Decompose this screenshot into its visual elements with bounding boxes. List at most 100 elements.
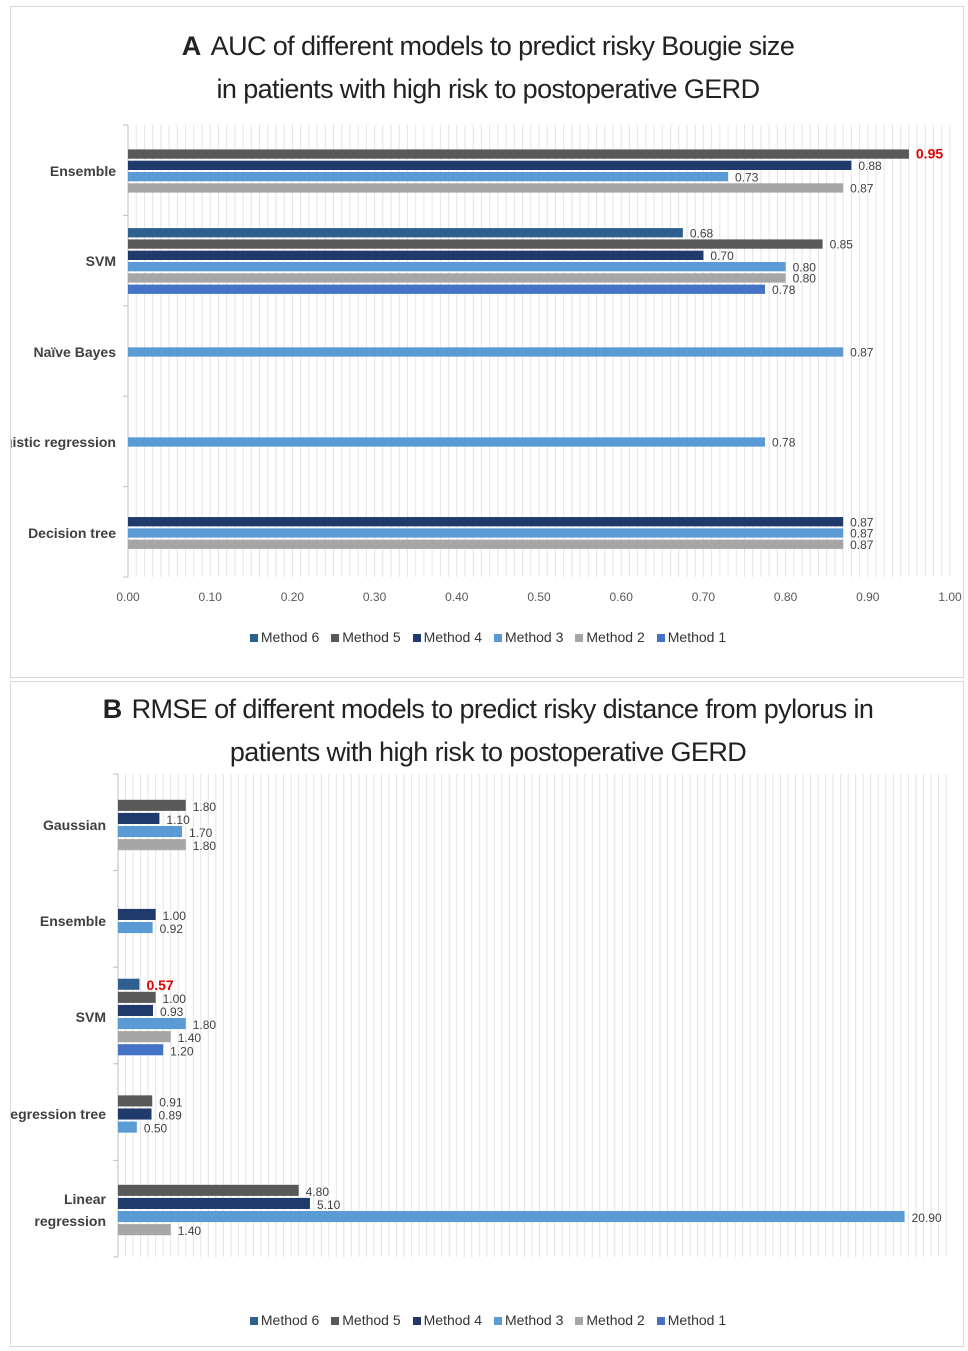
chart-a-data-label: 0.85 (830, 238, 854, 252)
chart-a-data-label: 0.88 (858, 159, 882, 173)
chart-a-legend-label: Method 5 (342, 629, 401, 645)
chart-a-data-label: 0.70 (710, 249, 734, 263)
chart-b-bar (118, 1121, 137, 1133)
chart-b-data-label: 1.10 (166, 813, 190, 827)
chart-panel-a: A AUC of different models to predict risk… (10, 6, 964, 678)
chart-a-title-line2: in patients with high risk to postoperat… (216, 74, 761, 104)
chart-b-data-label: 1.20 (170, 1044, 194, 1058)
chart-a-x-tick-label: 0.70 (692, 590, 716, 604)
chart-a-legend-label: Method 6 (260, 629, 320, 645)
chart-b-data-label: 5.10 (317, 1198, 341, 1212)
chart-a-legend-item: Method 3 (494, 629, 563, 645)
chart-a-title-line1: A AUC of different models to predict risk… (11, 25, 965, 68)
chart-a-x-tick-label: 1.00 (938, 590, 962, 604)
chart-b-bar (118, 826, 182, 838)
chart-a-data-label: 0.68 (690, 226, 714, 240)
chart-b-letter: B (102, 694, 123, 724)
chart-b-category-label: Gaussian (43, 817, 106, 833)
chart-a-x-tick-label: 0.40 (445, 590, 469, 604)
chart-b-legend-item: Method 5 (331, 1312, 401, 1328)
chart-b-data-label: 0.57 (146, 977, 173, 993)
chart-a-data-label: 0.87 (850, 182, 874, 196)
chart-b-data-label: 1.70 (189, 826, 213, 840)
chart-a-category-label: Decision tree (28, 525, 116, 541)
chart-b-data-label: 0.91 (159, 1095, 183, 1109)
chart-a-category-label: SVM (86, 253, 116, 269)
chart-b-data-label: 0.89 (158, 1109, 182, 1123)
chart-b-data-label: 1.80 (193, 839, 217, 853)
chart-a-title-text1: AUC of different models to predict risky… (210, 31, 795, 61)
chart-a-x-tick-label: 0.90 (856, 590, 880, 604)
chart-a-x-tick-label: 0.50 (527, 590, 551, 604)
chart-b-data-label: 0.92 (160, 922, 184, 936)
chart-b-bar (118, 799, 186, 811)
chart-a-bar (128, 262, 786, 272)
chart-a-bar (128, 539, 844, 549)
chart-a-letter: A (181, 31, 202, 61)
chart-a-bar (128, 528, 844, 538)
chart-a-bar (128, 239, 823, 249)
chart-a-category-label: Logistic regression (11, 434, 116, 450)
chart-b-data-label: 0.50 (144, 1122, 168, 1136)
chart-b-bar (118, 908, 156, 920)
chart-b-legend-item: Method 1 (656, 1312, 727, 1328)
chart-b-bar (118, 991, 156, 1003)
chart-a-legend-item: Method 5 (331, 629, 401, 645)
chart-b-title-text1: RMSE of different models to predict risk… (131, 694, 874, 724)
chart-a-bar (128, 437, 766, 447)
chart-a-bar (128, 347, 844, 357)
chart-b-bar (118, 922, 153, 934)
chart-a-bar (128, 149, 909, 159)
chart-a-legend-item: Method 1 (656, 629, 726, 645)
chart-a-legend-swatch (412, 634, 421, 642)
chart-a-x-tick-label: 0.80 (774, 590, 798, 604)
chart-a-title: A AUC of different models to predict risk… (11, 25, 965, 111)
chart-a-category-label: Ensemble (50, 163, 116, 179)
chart-b-legend-label: Method 3 (505, 1312, 564, 1328)
chart-a-legend-swatch (494, 634, 502, 642)
chart-a-category-label: Naïve Bayes (33, 344, 116, 360)
chart-b-bar (118, 812, 160, 824)
chart-b-bar (118, 978, 140, 990)
chart-b-legend-swatch (331, 1317, 340, 1325)
chart-b-bar (118, 1108, 152, 1120)
chart-a-data-label: 0.87 (850, 538, 874, 552)
chart-b-legend-swatch (656, 1317, 665, 1325)
chart-b-category-label: regression (34, 1213, 106, 1229)
chart-a-legend-label: Method 3 (505, 629, 564, 645)
chart-b-title: B RMSE of different models to predict ris… (11, 688, 965, 774)
chart-b-legend-swatch (249, 1317, 258, 1325)
chart-b-legend-item: Method 6 (249, 1312, 319, 1328)
chart-a-x-tick-label: 0.20 (281, 590, 305, 604)
chart-b-data-label: 1.00 (163, 909, 187, 923)
chart-a-plot: Ensemble 0.95 0.88 0.73 0.87 SVM 0.68 0.85 0.70 0… (11, 124, 962, 604)
chart-b-category-label: Ensemble (40, 913, 106, 929)
chart-a-legend-label: Method 2 (586, 629, 645, 645)
chart-b-bar (118, 1197, 310, 1209)
chart-b-legend-swatch (494, 1317, 502, 1325)
chart-b-bar (118, 1018, 186, 1030)
chart-a-x-tick-label: 0.00 (116, 590, 140, 604)
chart-b-category-label: Regression tree (11, 1106, 106, 1122)
chart-a-legend-item: Method 6 (249, 629, 320, 645)
chart-a-data-label: 0.80 (793, 260, 817, 274)
chart-b-legend-label: Method 5 (342, 1312, 401, 1328)
chart-a-data-label: 0.87 (850, 527, 874, 541)
chart-a-x-tick-label: 0.30 (363, 590, 387, 604)
chart-b-bar (118, 1095, 153, 1107)
chart-b-data-label: 4.80 (306, 1185, 330, 1199)
chart-b-data-label: 1.00 (163, 992, 187, 1006)
chart-a-bar (128, 250, 704, 260)
chart-b-data-label: 0.93 (160, 1005, 184, 1019)
chart-b-legend-swatch (575, 1317, 584, 1325)
chart-a-bar (128, 228, 683, 238)
chart-b-legend: Method 6 Method 5 Method 4 Method 3 Method 2… (11, 1312, 965, 1328)
chart-a-legend-item: Method 2 (575, 629, 645, 645)
chart-a-bar (128, 183, 844, 193)
chart-b-legend-label: Method 1 (667, 1312, 727, 1328)
chart-b-legend-label: Method 4 (423, 1312, 482, 1328)
chart-b-title-line1: B RMSE of different models to predict ris… (11, 688, 965, 731)
chart-b-data-label: 1.40 (178, 1031, 202, 1045)
chart-a-bar (128, 273, 786, 283)
chart-b-data-label: 1.80 (193, 1018, 217, 1032)
